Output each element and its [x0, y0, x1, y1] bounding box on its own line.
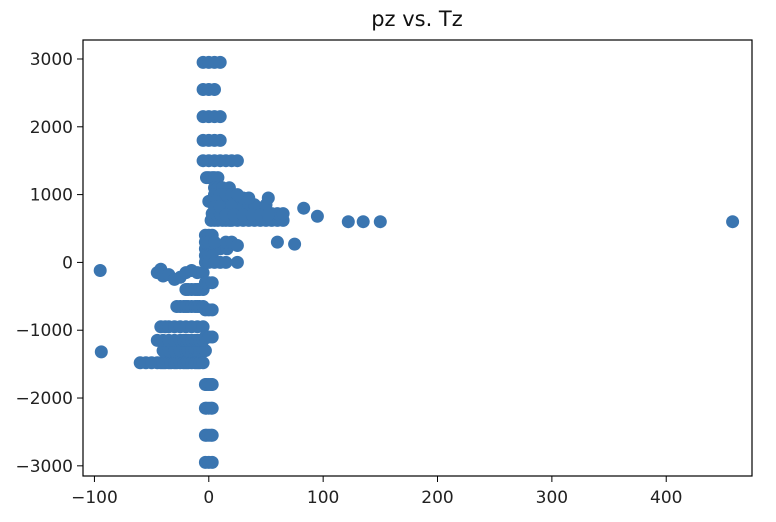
data-point: [288, 237, 302, 251]
data-point: [196, 320, 210, 334]
y-tick-label: −3000: [15, 457, 73, 477]
data-point: [297, 201, 311, 215]
data-point: [196, 266, 210, 280]
x-tick-label: 300: [536, 488, 568, 508]
data-point: [208, 83, 221, 96]
data-point: [261, 191, 275, 205]
x-tick-label: 200: [421, 488, 453, 508]
x-tick-label: −100: [71, 488, 118, 508]
data-point: [242, 191, 256, 205]
y-tick-label: 0: [62, 253, 73, 273]
data-point: [276, 207, 290, 221]
data-point: [230, 239, 244, 252]
data-point: [356, 215, 370, 229]
x-tick-label: 0: [203, 488, 214, 508]
data-point: [270, 235, 284, 249]
plot-area-frame: [82, 39, 753, 477]
data-point: [94, 345, 108, 359]
y-tick-label: 3000: [30, 50, 73, 70]
y-tick-label: −2000: [15, 389, 73, 409]
data-point: [211, 171, 225, 185]
data-point: [236, 208, 250, 222]
y-tick-label: 2000: [30, 118, 73, 138]
y-tick-label: 1000: [30, 186, 73, 206]
data-point: [227, 208, 241, 222]
data-point: [219, 255, 233, 269]
data-point: [261, 208, 275, 222]
data-point: [213, 110, 227, 124]
chart-title: pz vs. Tz: [371, 7, 463, 31]
data-point: [213, 55, 227, 69]
data-point: [198, 344, 212, 358]
data-point: [230, 188, 244, 202]
x-tick-label: 100: [307, 488, 339, 508]
data-point: [208, 235, 221, 249]
data-point: [205, 378, 219, 391]
data-point: [93, 264, 107, 277]
data-point: [205, 401, 219, 415]
y-tick-label: −1000: [15, 321, 73, 341]
data-point: [213, 133, 227, 147]
data-point: [205, 276, 219, 290]
data-point: [373, 215, 387, 229]
data-point: [726, 215, 740, 229]
x-tick-label: 400: [650, 488, 682, 508]
data-point: [205, 428, 219, 442]
data-point: [310, 209, 324, 223]
data-point: [205, 303, 219, 317]
data-point: [341, 215, 355, 229]
data-point: [205, 455, 219, 469]
data-point: [230, 255, 244, 269]
data-point: [196, 356, 210, 370]
x-axis: −100 0 100 200 300 400: [71, 476, 682, 508]
scatter-points: [93, 55, 740, 469]
data-point: [230, 154, 244, 168]
data-point: [205, 330, 219, 344]
y-axis: 3000 2000 1000 0 −1000 −2000 −3000: [15, 50, 83, 477]
